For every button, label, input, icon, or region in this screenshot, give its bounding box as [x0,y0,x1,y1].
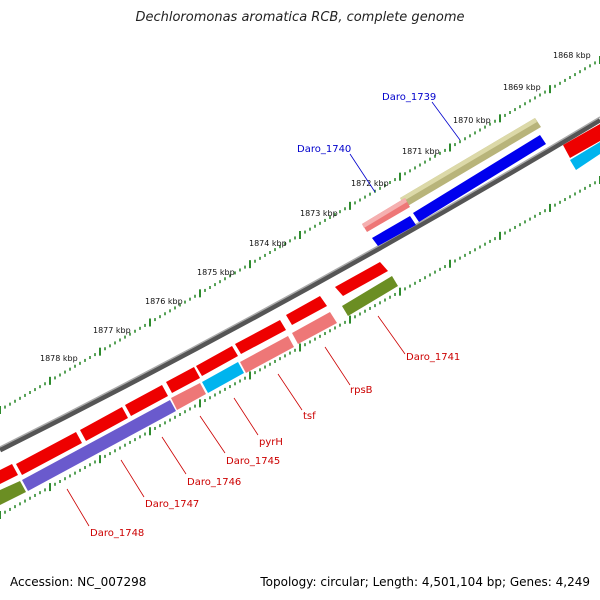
scale-label-1875: 1875 kbp [197,268,235,277]
top-gene-labels: Daro_1739 Daro_1740 [297,92,461,193]
leader-daro-1739 [431,101,461,141]
leader-daro-1745 [199,415,226,454]
label-daro-1741[interactable]: Daro_1741 [406,352,460,363]
leader-tsf [277,373,303,411]
genome-backbone [0,117,600,453]
gene-red-6[interactable] [125,385,168,416]
gene-red-4[interactable] [196,346,238,376]
gene-right-cyan[interactable] [570,142,600,170]
leader-daro-1740 [349,153,376,193]
reverse-genes [0,135,546,505]
inner-scale [0,176,600,519]
label-tsf[interactable]: tsf [303,411,316,422]
gene-red-7[interactable] [80,407,128,441]
forward-genes [0,118,600,484]
label-pyrH[interactable]: pyrH [259,437,283,448]
gene-daro-1748[interactable] [0,481,26,505]
gene-red-2[interactable] [286,296,327,325]
leader-rpsB [324,346,351,386]
gene-daro-1745[interactable] [171,383,206,410]
scale-label-1877: 1877 kbp [93,326,131,335]
gene-rpsB[interactable] [292,312,337,344]
gene-red-9[interactable] [0,464,18,484]
gene-pyrH[interactable] [202,362,244,393]
gene-red-5[interactable] [166,367,200,393]
scale-label-1869: 1869 kbp [503,83,541,92]
map-title: Dechloromonas aromatica RCB, complete ge… [135,10,465,25]
label-daro-1748[interactable]: Daro_1748 [90,528,144,539]
label-daro-1747[interactable]: Daro_1747 [145,499,199,510]
leader-daro-1746 [161,436,187,475]
bottom-gene-labels: Daro_1741 rpsB tsf pyrH Daro_1745 Daro_1… [66,315,460,539]
scale-label-1878: 1878 kbp [40,354,78,363]
gene-daro-1740-shade [362,198,407,228]
leader-pyrH [233,397,259,436]
gene-tsf[interactable] [240,336,294,373]
leader-daro-1747 [120,459,145,498]
label-daro-1745[interactable]: Daro_1745 [226,456,280,467]
outer-scale [0,56,600,414]
gene-red-8[interactable] [16,432,82,475]
gene-right-red[interactable] [563,124,600,158]
gene-daro-1739-shade [400,118,537,202]
topology-summary: Topology: circular; Length: 4,501,104 bp… [260,575,590,589]
gene-daro-1741[interactable] [342,276,398,316]
leader-daro-1741 [377,315,406,355]
label-daro-1739[interactable]: Daro_1739 [382,92,436,103]
leader-daro-1748 [66,488,90,527]
scale-label-1871: 1871 kbp [402,147,440,156]
label-rpsB[interactable]: rpsB [350,385,373,396]
label-daro-1740[interactable]: Daro_1740 [297,144,351,155]
scale-labels: 1868 kbp 1869 kbp 1870 kbp 1871 kbp 1872… [40,51,591,363]
genome-backbone-highlight [0,116,600,448]
gene-daro-1747[interactable] [22,400,176,491]
accession-text: Accession: NC_007298 [10,575,147,589]
scale-label-1873: 1873 kbp [300,209,338,218]
gene-daro-1739-blue[interactable] [413,135,546,222]
gene-red-3[interactable] [235,320,286,354]
gene-daro-1740-blue[interactable] [372,216,416,246]
label-daro-1746[interactable]: Daro_1746 [187,477,241,488]
scale-label-1868: 1868 kbp [553,51,591,60]
scale-label-1874: 1874 kbp [249,239,287,248]
gene-red-1[interactable] [335,262,388,296]
scale-label-1870: 1870 kbp [453,116,491,125]
scale-label-1876: 1876 kbp [145,297,183,306]
